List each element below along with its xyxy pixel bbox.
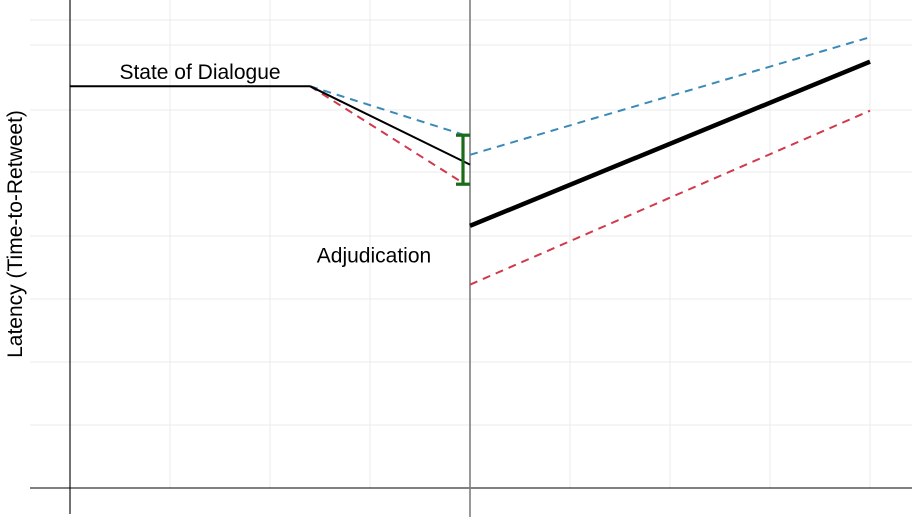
annotation-state-of-dialogue: State of Dialogue xyxy=(119,61,280,84)
series-line-central xyxy=(469,59,871,228)
grid xyxy=(30,0,912,488)
series-line-lower xyxy=(469,109,871,286)
series-line-central xyxy=(309,85,471,166)
y-axis-label: Latency (Time-to-Retweet) xyxy=(4,110,27,358)
annotation-adjudication: Adjudication xyxy=(317,245,431,268)
series-group xyxy=(70,36,871,286)
series-line-lower xyxy=(309,85,466,186)
series-line-upper xyxy=(309,85,466,137)
confidence-error-bar xyxy=(456,133,470,186)
